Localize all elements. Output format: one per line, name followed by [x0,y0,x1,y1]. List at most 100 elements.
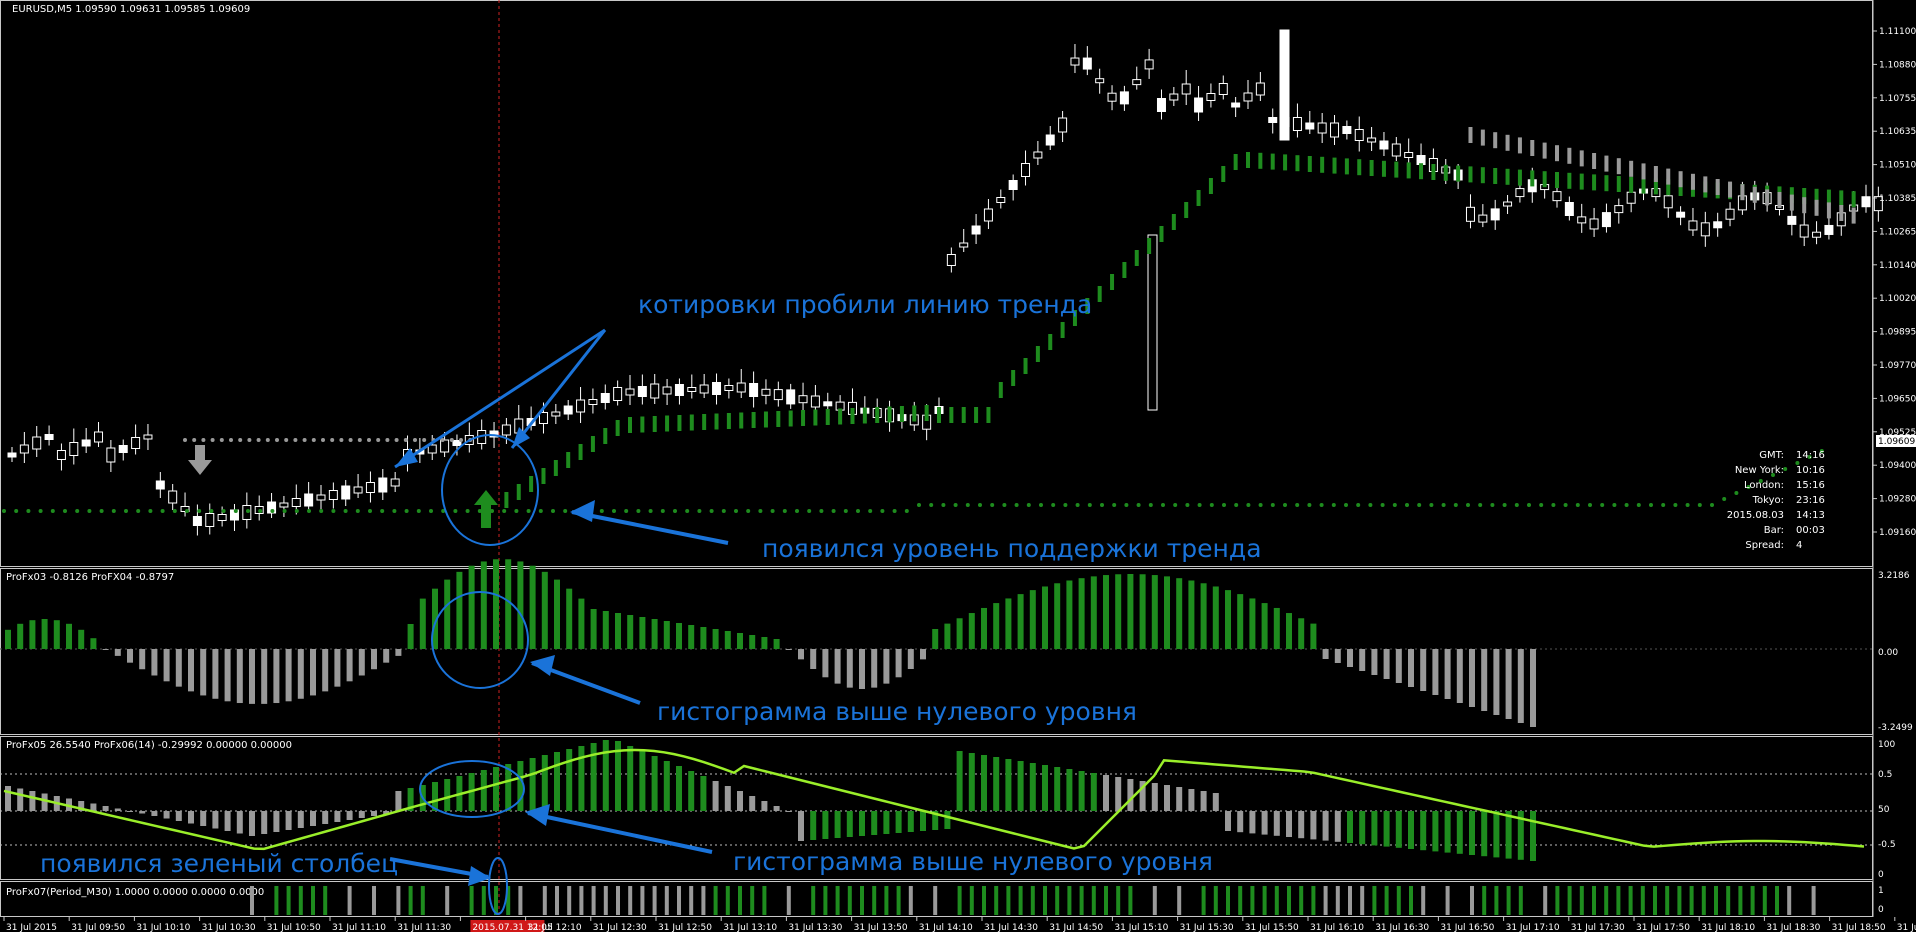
main-price-panel[interactable]: EURUSD,M5 1.09590 1.09631 1.09585 1.0960… [2,4,1883,536]
info-value-2: 15:16 [1796,480,1825,491]
trend-bar-green [1517,169,1522,186]
support-dot-green [538,509,543,513]
histogram3-bar [310,811,316,826]
time-label-4: 31 Jul 10:50 [267,923,321,932]
signal-bar-green [1726,886,1731,915]
signal-bar-green [298,886,303,915]
histogram3-bar [200,811,207,826]
candle-body [798,395,808,404]
indicator-panel-profx03[interactable]: ProFx03 -0.8126 ProFX04 -0.8797 [5,559,1536,727]
time-label-8: 31 Jul 12:10 [528,923,582,932]
session-info-box: GMT: 14:16 New York: 10:16 London: 15:16 Tokyo… [1727,450,1825,551]
signal-bar-green [1653,886,1657,915]
price-label-2: 1.10755 [1879,94,1916,104]
histogram-bar [932,629,939,649]
histogram3-bar [1212,793,1219,811]
histogram-bar [773,639,780,649]
histogram-bar [541,571,548,649]
histogram3-bar [212,811,219,829]
histogram-bar [883,649,890,684]
candle-body [1070,57,1080,66]
candle-body [118,445,128,453]
signal-bar-green [1238,886,1243,915]
support-dot-green [1283,503,1287,507]
candle-body [1305,122,1315,130]
histogram-bar [517,561,524,649]
signal-bar-gray [1323,886,1328,915]
histogram3-bar [1188,789,1195,811]
histogram3-bar [920,811,926,831]
trend-bar-gray [1641,163,1646,180]
support-dot-green [1697,503,1702,507]
support-dot-green [148,509,153,513]
candle-body [217,514,227,521]
indicator-panel-profx05[interactable]: ProFx05 26.5540 ProFx06(14) -0.29992 0.0… [3,740,1865,861]
candle-body [1082,57,1092,70]
price-label-1: 1.10880 [1879,60,1916,70]
signal-bar-green [1079,886,1084,915]
support-dot-green [465,509,470,513]
time-label-26: 31 Jul 18:10 [1701,923,1755,932]
arrow-head-1 [395,448,418,467]
candle-body [576,399,586,413]
trend-bar-gray [1715,179,1720,195]
signal-bar-gray [1348,886,1352,915]
histogram-bar [480,561,487,649]
trend-bar-green [1493,168,1498,184]
trend-bar-green [1567,172,1572,189]
trend-bar-gray [1542,142,1547,159]
candle-body [1156,98,1166,112]
indicator-panel-profx07[interactable]: ProFx07(Period_M30) 1.0000 0.0000 0.0000… [6,886,1816,915]
candle-body [1503,201,1513,207]
histogram3-bar [395,791,402,811]
signal-bar-green [1213,886,1218,915]
trend-bar-green [1592,174,1597,191]
support-dot-green [111,509,116,513]
signal-bar-green [713,886,718,915]
histogram3-bar [102,806,109,811]
histogram-bar [1530,649,1536,727]
candle-body [19,444,29,454]
histogram3-bar [1456,811,1463,854]
time-label-20: 31 Jul 16:10 [1310,923,1364,932]
histogram3-bar [1090,773,1097,811]
histogram-bar [1139,574,1146,649]
signal-bar-gray [567,886,572,915]
histogram3-bar [785,811,792,812]
time-label-5: 31 Jul 11:10 [332,923,386,932]
highlight-circle-panel2 [431,591,529,689]
histogram-bar [907,649,914,669]
trend-bar-gray [1616,158,1621,175]
trend-bar-gray [1728,181,1733,198]
time-label-19: 31 Jul 15:50 [1245,923,1299,932]
candle-body [1676,211,1686,218]
candle-body [1564,201,1574,216]
candle-body [1317,122,1327,134]
support-dot-green [612,509,616,513]
histogram3-bar [505,764,512,811]
trend-bar-gray [1629,160,1634,177]
support-dot-green [697,509,702,513]
trend-bar-green [1839,190,1844,207]
support-dot-green [660,509,665,513]
candle-body [81,439,91,447]
signal-bar-gray [347,886,352,915]
histogram3-bar [236,811,243,834]
histogram3-bar [615,741,621,811]
trend-bar-gray [1740,184,1745,201]
trend-bar-green [1369,160,1374,176]
down-arrow-icon [188,445,212,475]
signal-bar-green [1384,886,1389,915]
support-dot-green [1807,455,1812,459]
support-dot-green [392,509,397,513]
panel3-scale: 100 0.5 50 -0.5 0 [1878,740,1896,880]
histogram3-bar [1444,811,1451,853]
trend-dot-gray [367,438,371,442]
current-price-marker: 1.09609 [1876,435,1916,447]
histogram3-bar [590,743,597,811]
trend-bar-green [1110,274,1115,290]
histogram-bar [761,637,768,649]
signal-bar-gray [1360,886,1365,915]
candle-body [600,393,610,403]
